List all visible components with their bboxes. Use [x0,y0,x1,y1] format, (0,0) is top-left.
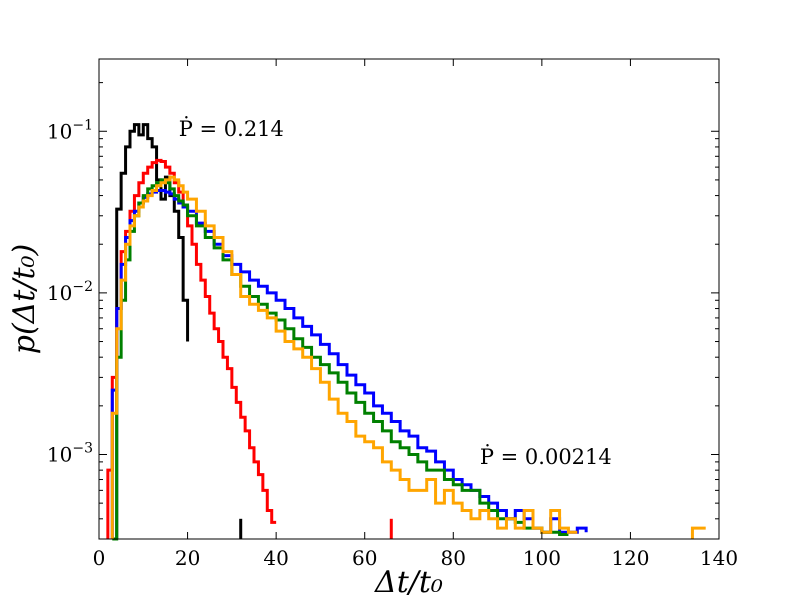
series-1-line [106,158,277,539]
x-tick-label-4: 80 [441,546,466,570]
x-axis-label: Δt/t₀ [374,565,443,600]
plot-frame [98,58,720,540]
y-axis-label: p(Δt/t₀) [7,244,42,355]
y-tick-label-0: 10−3 [47,440,93,466]
y-tick-label-1: 10−2 [47,279,93,305]
annotation-high-pdot: Ṗ = 0.214 [179,117,284,141]
series-7-line [690,526,706,539]
x-tick-label-3: 60 [352,546,377,570]
x-tick-label-5: 100 [523,546,561,570]
y-tick-label-2: 10−1 [47,117,93,143]
tick-layer: 0 20 40 60 80 100 120 140 10−3 10−2 10−1 [47,59,738,570]
series-layer [106,123,706,541]
x-tick-label-6: 120 [611,546,649,570]
series-4-line [110,175,578,539]
x-tick-label-2: 40 [263,546,288,570]
x-tick-label-7: 140 [700,546,738,570]
series-0-line [115,123,190,539]
x-tick-label-1: 20 [175,546,200,570]
x-tick-label-0: 0 [93,546,106,570]
annotation-low-pdot: Ṗ = 0.00214 [480,445,612,469]
